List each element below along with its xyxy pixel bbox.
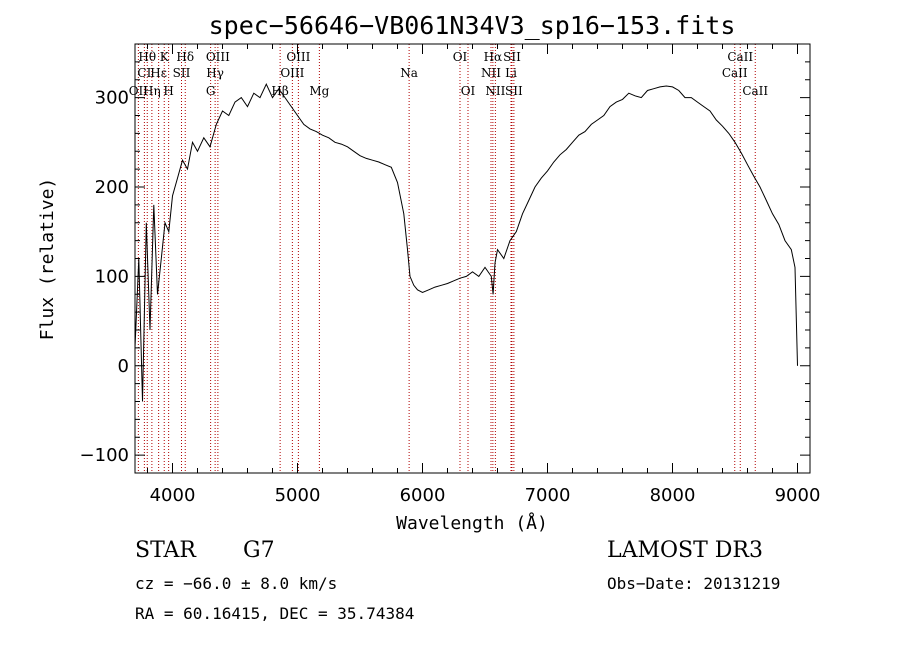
- spectral-line-label: Hα: [484, 50, 503, 64]
- spectral-line-label: Hγ: [206, 66, 224, 80]
- observation-date: Obs−Date: 20131219: [607, 574, 781, 593]
- spectral-line-label: Hθ: [138, 50, 156, 64]
- spectral-line-label: CaII: [722, 66, 748, 80]
- redshift-cz: cz = −66.0 ± 8.0 km/s: [135, 574, 338, 593]
- spectral-line-label: Hε: [150, 66, 167, 80]
- chart-title: spec−56646−VB061N34V3_sp16−153.fits: [209, 11, 736, 40]
- spectrum-line: [134, 83, 798, 402]
- spectral-line-label: CI: [137, 66, 151, 80]
- spectral-line-label: CaII: [742, 84, 768, 98]
- y-tick-label: 0: [118, 356, 129, 377]
- spectral-line-label: SII: [505, 84, 523, 98]
- line-markers: [137, 44, 756, 473]
- y-axis-label: Flux (relative): [37, 178, 58, 341]
- plot-frame: [134, 43, 811, 474]
- spectral-line-label: Mg: [309, 84, 329, 98]
- x-tick-label: 6000: [400, 485, 446, 506]
- x-tick-label: 9000: [775, 485, 821, 506]
- y-tick-label: 100: [95, 266, 129, 287]
- y-tick-label: 200: [95, 177, 129, 198]
- spectral-line-label: OIII: [280, 66, 304, 80]
- spectral-line-label: OI: [453, 50, 468, 64]
- spectral-line-label: NII: [485, 84, 505, 98]
- spectral-line-label: CaII: [727, 50, 753, 64]
- spectral-line-label: Na: [400, 66, 418, 80]
- x-tick-label: 8000: [650, 485, 696, 506]
- spectral-line-label: NII: [481, 66, 501, 80]
- x-tick-label: 4000: [150, 485, 196, 506]
- x-tick-label: 5000: [275, 485, 321, 506]
- spectral-line-label: OII: [129, 84, 149, 98]
- spectral-line-label: H: [163, 84, 173, 98]
- x-tick-label: 7000: [525, 485, 571, 506]
- spectral-line-label: K: [160, 50, 170, 64]
- object-class: STAR: [135, 538, 196, 563]
- x-axis: 4000 5000 6000 7000 8000 9000: [147, 44, 821, 506]
- x-axis-label: Wavelength (Å): [396, 512, 548, 534]
- y-tick-label: −100: [80, 445, 129, 466]
- ra-dec: RA = 60.16415, DEC = 35.74384: [135, 604, 415, 623]
- spectral-line-label: SII: [503, 50, 521, 64]
- spectral-line-label: SII: [173, 66, 191, 80]
- spectral-line-label: OIII: [286, 50, 310, 64]
- y-tick-label: 300: [95, 88, 129, 109]
- spectral-line-label: G: [206, 84, 216, 98]
- y-axis: −100 0 100 200 300: [80, 61, 810, 466]
- object-subclass: G7: [243, 538, 275, 563]
- survey-name: LAMOST DR3: [607, 538, 763, 563]
- spectral-line-label: Hη: [143, 84, 161, 98]
- spectral-line-label: OI: [461, 84, 476, 98]
- spectral-line-label: Hδ: [176, 50, 194, 64]
- spectral-line-label: Li: [505, 66, 517, 80]
- spectral-line-label: OIII: [206, 50, 230, 64]
